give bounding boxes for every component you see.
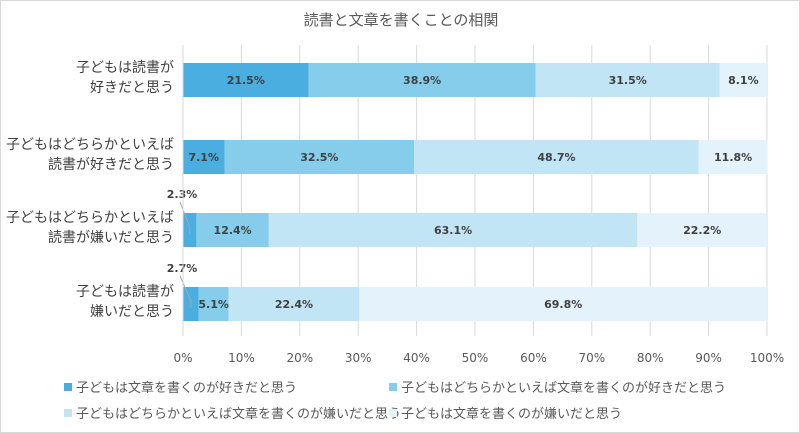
x-tick-label: 70% xyxy=(578,351,605,365)
data-label: 2.7% xyxy=(167,262,198,275)
category-label-line: 子どもは読書が xyxy=(76,284,174,300)
legend-item: 子どもは文章を書くのが嫌いだと思う xyxy=(389,403,622,422)
legend-item: 子どもはどちらかといえば文章を書くのが好きだと思う xyxy=(389,377,726,396)
data-label: 69.8% xyxy=(544,298,582,311)
legend-swatch xyxy=(64,408,72,417)
legend-label: 子どもはどちらかといえば文章を書くのが好きだと思う xyxy=(401,381,727,396)
bar-segment xyxy=(183,63,309,97)
legend-swatch xyxy=(389,382,397,391)
bar-segment xyxy=(719,63,767,97)
bar-segment xyxy=(698,140,768,174)
bar-segment xyxy=(183,140,225,174)
category-label-line: 子どもは読書が xyxy=(76,60,174,76)
label-leader-line xyxy=(179,201,191,228)
bar-segment xyxy=(224,140,415,174)
data-label: 22.2% xyxy=(683,224,721,237)
category-label-line: 読書が嫌いだと思う xyxy=(48,230,174,246)
x-tick-label: 0% xyxy=(173,351,192,365)
category-label: 子どもはどちらかといえば読書が嫌いだと思う xyxy=(6,208,174,248)
data-label: 22.4% xyxy=(275,298,313,311)
legend-label: 子どもはどちらかといえば文章を書くのが嫌いだと思う xyxy=(76,407,402,422)
bar-segment xyxy=(198,287,229,321)
data-label: 32.5% xyxy=(300,151,338,164)
bar-segment xyxy=(414,140,699,174)
data-label: 48.7% xyxy=(537,151,575,164)
x-tick-label: 50% xyxy=(462,351,489,365)
category-label-line: 嫌いだと思う xyxy=(90,304,174,320)
x-tick-label: 40% xyxy=(403,351,430,365)
data-label: 8.1% xyxy=(728,74,759,87)
x-tick-label: 80% xyxy=(637,351,664,365)
chart-title: 読書と文章を書くことの相関 xyxy=(303,11,499,29)
bar-segment xyxy=(308,63,536,97)
bar-segment xyxy=(359,287,767,321)
legend-label: 子どもは文章を書くのが好きだと思う xyxy=(76,381,298,396)
category-label: 子どもは読書が好きだと思う xyxy=(76,58,174,98)
category-label-line: 子どもはどちらかといえば xyxy=(6,210,174,226)
x-tick-label: 30% xyxy=(345,351,372,365)
bar-segment xyxy=(196,213,269,247)
x-tick-label: 10% xyxy=(228,351,255,365)
category-label-line: 好きだと思う xyxy=(90,80,174,96)
category-label: 子どもは読書が嫌いだと思う xyxy=(76,282,174,322)
data-label: 7.1% xyxy=(188,151,219,164)
label-leader-line xyxy=(179,275,192,302)
legend-item: 子どもは文章を書くのが好きだと思う xyxy=(64,377,297,396)
legend-item: 子どもはどちらかといえば文章を書くのが嫌いだと思う xyxy=(64,403,401,422)
bar-segment xyxy=(637,213,767,247)
category-label: 子どもはどちらかといえば読書が好きだと思う xyxy=(6,135,174,175)
legend-swatch xyxy=(64,382,72,391)
bar-segment xyxy=(268,213,638,247)
data-label: 5.1% xyxy=(198,298,229,311)
data-label: 31.5% xyxy=(609,74,647,87)
data-label: 12.4% xyxy=(214,224,252,237)
data-label: 2.3% xyxy=(167,188,198,201)
data-label: 38.9% xyxy=(403,74,441,87)
x-tick-label: 60% xyxy=(520,351,547,365)
x-tick-label: 100% xyxy=(750,351,784,365)
data-label: 63.1% xyxy=(434,224,472,237)
bar-segment xyxy=(228,287,360,321)
x-tick-label: 90% xyxy=(695,351,722,365)
legend-label: 子どもは文章を書くのが嫌いだと思う xyxy=(401,407,623,422)
data-label: 21.5% xyxy=(227,74,265,87)
data-label: 11.8% xyxy=(714,151,752,164)
legend-swatch xyxy=(389,408,397,417)
category-label-line: 読書が好きだと思う xyxy=(48,157,174,173)
bar-segment xyxy=(535,63,720,97)
x-tick-label: 20% xyxy=(286,351,313,365)
category-label-line: 子どもはどちらかといえば xyxy=(6,137,174,153)
